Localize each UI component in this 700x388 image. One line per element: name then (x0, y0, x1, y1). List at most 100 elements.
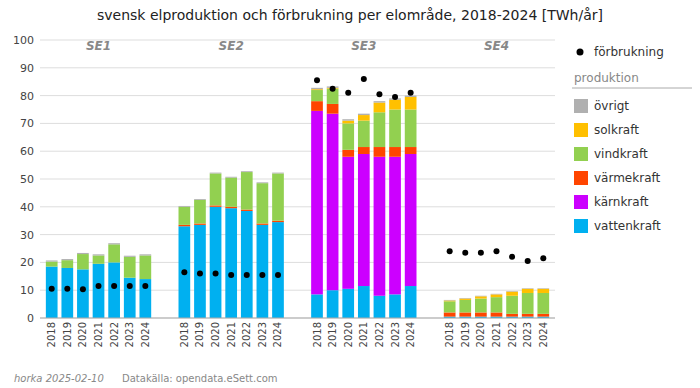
x-tick-label: 2024 (538, 322, 549, 347)
dot (376, 91, 382, 97)
bar-segment (389, 147, 401, 157)
bar-segment (46, 261, 58, 262)
bar-segment (46, 260, 58, 261)
bar-segment (311, 90, 323, 101)
bar-segment (491, 312, 503, 316)
grid-line (40, 123, 555, 124)
dot (111, 283, 117, 289)
y-tick-label: 60 (20, 145, 34, 158)
bar-segment (459, 300, 471, 313)
bar-segment (194, 199, 206, 201)
y-tick-label: 50 (20, 173, 34, 186)
legend-label: vindkraft (594, 147, 648, 161)
dot (96, 283, 102, 289)
bar-segment (374, 296, 386, 318)
bar-segment (506, 292, 518, 296)
bar-segment (124, 256, 136, 257)
dot (345, 90, 351, 96)
x-tick-label: 2022 (374, 322, 385, 347)
bar-segment (139, 255, 151, 256)
x-tick-label: 2019 (460, 322, 471, 347)
bar-segment (405, 286, 417, 318)
bar-segment (225, 177, 237, 178)
dot (314, 77, 320, 83)
bar-segment (444, 300, 456, 302)
y-tick-label: 30 (20, 229, 34, 242)
bar-segment (475, 296, 487, 298)
bar-segment (194, 200, 206, 224)
legend-label: värmekraft (594, 171, 661, 185)
bar-segment (225, 207, 237, 208)
bar-segment (225, 208, 237, 318)
y-tick-label: 90 (20, 62, 34, 75)
legend-swatch (574, 171, 588, 185)
x-tick-label: 2018 (179, 322, 190, 347)
bar-segment (179, 225, 191, 226)
bar-segment (537, 288, 549, 290)
bar-segment (241, 172, 253, 210)
bar-segment (475, 312, 487, 316)
legend-label: solkraft (594, 123, 639, 137)
bar-segment (342, 119, 354, 120)
dot (392, 94, 398, 100)
group-label: SE4 (484, 39, 509, 53)
bar-segment (405, 110, 417, 148)
bar-segment (374, 101, 386, 102)
bar-segment (358, 286, 370, 318)
dot (64, 286, 70, 292)
legend-swatch (574, 195, 588, 209)
bar-segment (179, 226, 191, 227)
x-tick-label: 2018 (312, 322, 323, 347)
x-tick-label: 2023 (257, 322, 268, 347)
x-tick-label: 2023 (124, 322, 135, 347)
bar-segment (241, 210, 253, 211)
x-tick-label: 2023 (390, 322, 401, 347)
bar-segment (327, 290, 339, 318)
bar-segment (272, 172, 284, 174)
bar-segment (459, 299, 471, 300)
bar-segment (124, 256, 136, 257)
grid-line (40, 206, 555, 207)
bar-segment (405, 154, 417, 286)
y-tick-label: 100 (13, 34, 34, 47)
bar-segment (405, 97, 417, 110)
legend-label: vattenkraft (594, 219, 661, 233)
legend-swatch (574, 219, 588, 233)
bar-segment (93, 255, 105, 263)
bar-segment (491, 294, 503, 297)
bar-segment (272, 173, 284, 220)
legend: förbrukningproduktionövrigtsolkraftvindk… (572, 45, 692, 233)
x-tick-label: 2018 (444, 322, 455, 347)
dot (213, 271, 219, 277)
bar-segment (311, 294, 323, 318)
grid-line (40, 179, 555, 180)
bar-segment (506, 296, 518, 314)
bar-segment (194, 199, 206, 200)
group-label: SE3 (351, 39, 376, 53)
dot (478, 250, 484, 256)
bar-segment (358, 114, 370, 115)
x-tick-label: 2021 (226, 322, 237, 347)
dot (244, 272, 250, 278)
bar-segment (210, 173, 222, 205)
y-tick-label: 10 (20, 284, 34, 297)
bar-segment (459, 297, 471, 299)
x-tick-label: 2021 (491, 322, 502, 347)
bar-segment (358, 154, 370, 286)
bar-segment (374, 112, 386, 147)
dot (361, 76, 367, 82)
footer: horka 2025-02-10 (14, 373, 104, 384)
legend-rule (572, 88, 692, 89)
group-label: SE1 (86, 39, 111, 53)
bar-segment (241, 211, 253, 318)
legend-label: övrigt (594, 99, 629, 113)
legend-heading: produktion (574, 71, 639, 85)
bar-segment (522, 288, 534, 290)
marks (46, 76, 549, 318)
grid-line (40, 151, 555, 152)
bar-segment (108, 244, 120, 262)
x-tick-label: 2024 (405, 322, 416, 347)
grid-line (40, 40, 555, 41)
dot (462, 250, 468, 256)
bar-segment (272, 221, 284, 222)
